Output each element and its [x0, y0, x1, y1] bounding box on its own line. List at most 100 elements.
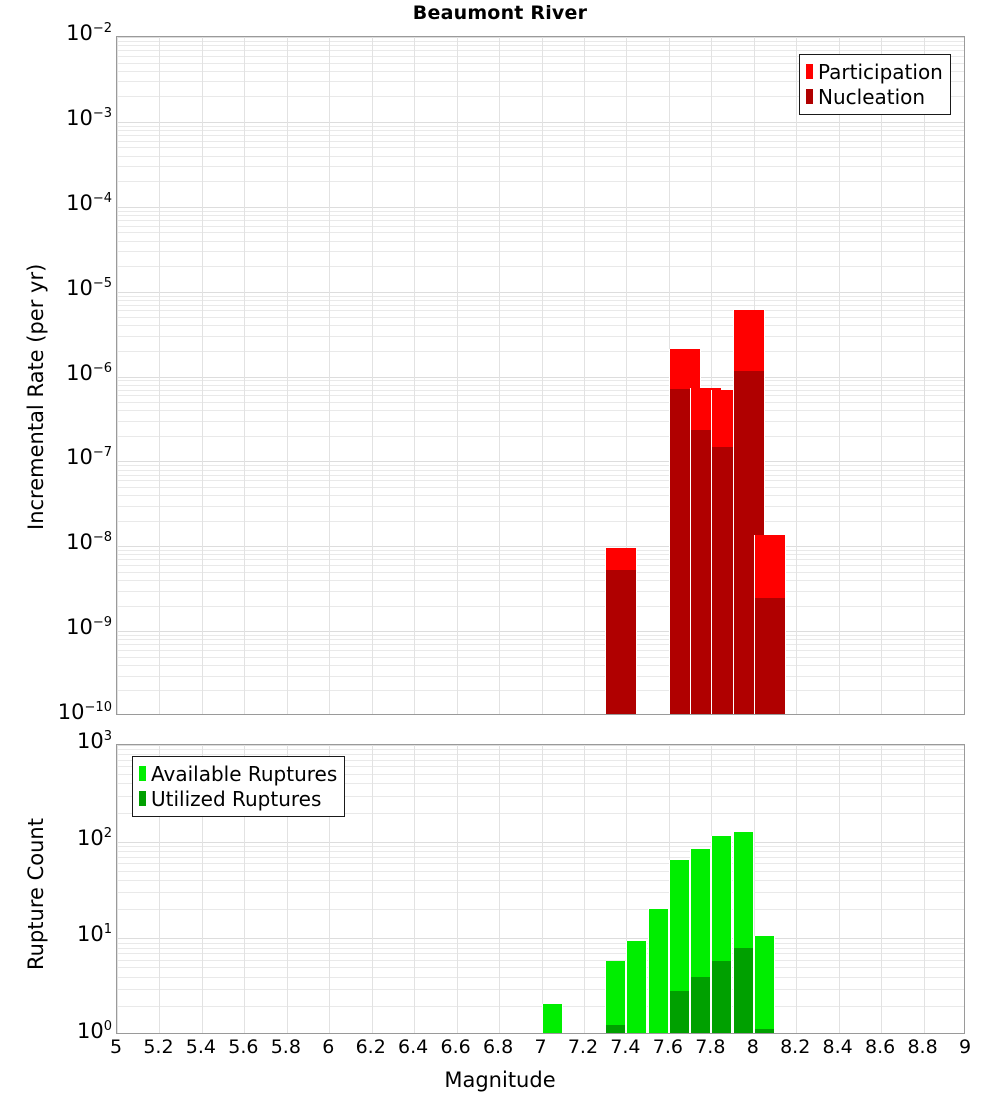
- y-axis-tick-label: 10−9: [66, 615, 112, 640]
- gridline-horizontal: [117, 644, 964, 645]
- gridline-horizontal: [117, 580, 964, 581]
- legend-entry[interactable]: Participation: [806, 59, 943, 84]
- gridline-horizontal: [117, 665, 964, 666]
- gridline-horizontal: [117, 251, 964, 252]
- gridline-horizontal: [117, 292, 964, 293]
- x-axis-tick-label: 6.4: [398, 1036, 429, 1058]
- gridline-horizontal: [117, 960, 964, 961]
- gridline-horizontal: [117, 650, 964, 651]
- bar-segment-utilized-ruptures: [754, 1029, 775, 1033]
- x-axis-tick-label: 8: [746, 1036, 759, 1058]
- gridline-horizontal: [117, 631, 964, 632]
- gridline-vertical: [839, 745, 840, 1033]
- gridline-horizontal: [117, 156, 964, 157]
- gridline-horizontal: [117, 126, 964, 127]
- gridline-horizontal: [117, 380, 964, 381]
- bar-segment-nucleation: [754, 598, 786, 714]
- gridline-vertical: [796, 745, 797, 1033]
- gridline-horizontal: [117, 1006, 964, 1007]
- gridline-horizontal: [117, 938, 964, 939]
- gridline-vertical: [584, 37, 585, 714]
- gridline-horizontal: [117, 639, 964, 640]
- bar-group: [754, 37, 786, 714]
- bar-segment-utilized-ruptures: [733, 948, 754, 1033]
- gridline-horizontal: [117, 220, 964, 221]
- grid-lines-top: [117, 37, 964, 714]
- legend-swatch-icon: [139, 791, 146, 806]
- x-axis-tick-label: 8.4: [822, 1036, 853, 1058]
- gridline-horizontal: [117, 166, 964, 167]
- legend-top: Participation Nucleation: [799, 54, 951, 115]
- gridline-horizontal: [117, 390, 964, 391]
- legend-label: Utilized Ruptures: [151, 786, 322, 811]
- y-axis-tick-label: 101: [76, 922, 112, 947]
- gridline-horizontal: [117, 410, 964, 411]
- gridline-vertical: [499, 37, 500, 714]
- x-axis-tick-label: 9: [958, 1036, 972, 1058]
- gridline-horizontal: [117, 977, 964, 978]
- x-axis-tick-label: 5: [109, 1036, 123, 1058]
- gridline-horizontal: [117, 147, 964, 148]
- gridline-horizontal: [117, 296, 964, 297]
- legend-entry[interactable]: Nucleation: [806, 84, 943, 109]
- gridline-horizontal: [117, 967, 964, 968]
- x-axis-tick-label: 8.8: [907, 1036, 938, 1058]
- bar-segment-available-ruptures: [542, 1003, 563, 1033]
- gridline-horizontal: [117, 871, 964, 872]
- legend-entry[interactable]: Utilized Ruptures: [139, 786, 337, 811]
- gridline-horizontal: [117, 506, 964, 507]
- gridline-horizontal: [117, 943, 964, 944]
- gridline-vertical: [499, 745, 500, 1033]
- x-axis-tick-label: 6.6: [440, 1036, 471, 1058]
- bar-group: [605, 745, 626, 1033]
- gridline-horizontal: [117, 487, 964, 488]
- gridline-vertical: [202, 37, 203, 714]
- gridline-horizontal: [117, 266, 964, 267]
- bar-segment-available-ruptures: [648, 909, 669, 1033]
- gridline-horizontal: [117, 37, 964, 38]
- gridline-horizontal: [117, 480, 964, 481]
- gridline-horizontal: [117, 461, 964, 462]
- y-axis-tick-label: 10−3: [66, 105, 112, 130]
- gridline-vertical: [457, 745, 458, 1033]
- gridline-horizontal: [117, 554, 964, 555]
- bar-group: [733, 745, 754, 1033]
- gridline-horizontal: [117, 336, 964, 337]
- bar-segment-utilized-ruptures: [711, 961, 732, 1033]
- gridline-horizontal: [117, 863, 964, 864]
- bar-segment-available-ruptures: [669, 859, 690, 1033]
- y-axis-tick-label: 10−5: [66, 275, 112, 300]
- x-axis-tick-label: 6: [322, 1036, 335, 1058]
- gridline-horizontal: [117, 754, 964, 755]
- gridline-horizontal: [117, 436, 964, 437]
- bar-segment-utilized-ruptures: [690, 976, 711, 1033]
- bar-group: [584, 745, 605, 1033]
- gridline-horizontal: [117, 909, 964, 910]
- gridline-horizontal: [117, 45, 964, 46]
- gridline-horizontal: [117, 572, 964, 573]
- x-axis-tick-label: 7.4: [610, 1036, 641, 1058]
- gridline-horizontal: [117, 395, 964, 396]
- gridline-horizontal: [117, 41, 964, 42]
- gridline-vertical: [372, 37, 373, 714]
- bar-group: [626, 745, 647, 1033]
- legend-label: Nucleation: [818, 84, 926, 109]
- gridline-horizontal: [117, 475, 964, 476]
- gridline-horizontal: [117, 606, 964, 607]
- gridline-horizontal: [117, 135, 964, 136]
- x-axis-tick-label: 8.6: [864, 1036, 896, 1058]
- x-axis-tick-label: 6.2: [355, 1036, 386, 1058]
- gridline-horizontal: [117, 495, 964, 496]
- x-axis-tick-label: 7.6: [652, 1036, 683, 1058]
- gridline-horizontal: [117, 122, 964, 123]
- gridline-horizontal: [117, 50, 964, 51]
- bar-segment-utilized-ruptures: [669, 991, 690, 1033]
- legend-entry[interactable]: Available Ruptures: [139, 761, 337, 786]
- gridline-horizontal: [117, 892, 964, 893]
- bar-group: [669, 745, 690, 1033]
- gridline-vertical: [414, 37, 415, 714]
- gridline-horizontal: [117, 130, 964, 131]
- gridline-vertical: [117, 745, 118, 1033]
- gridline-horizontal: [117, 207, 964, 208]
